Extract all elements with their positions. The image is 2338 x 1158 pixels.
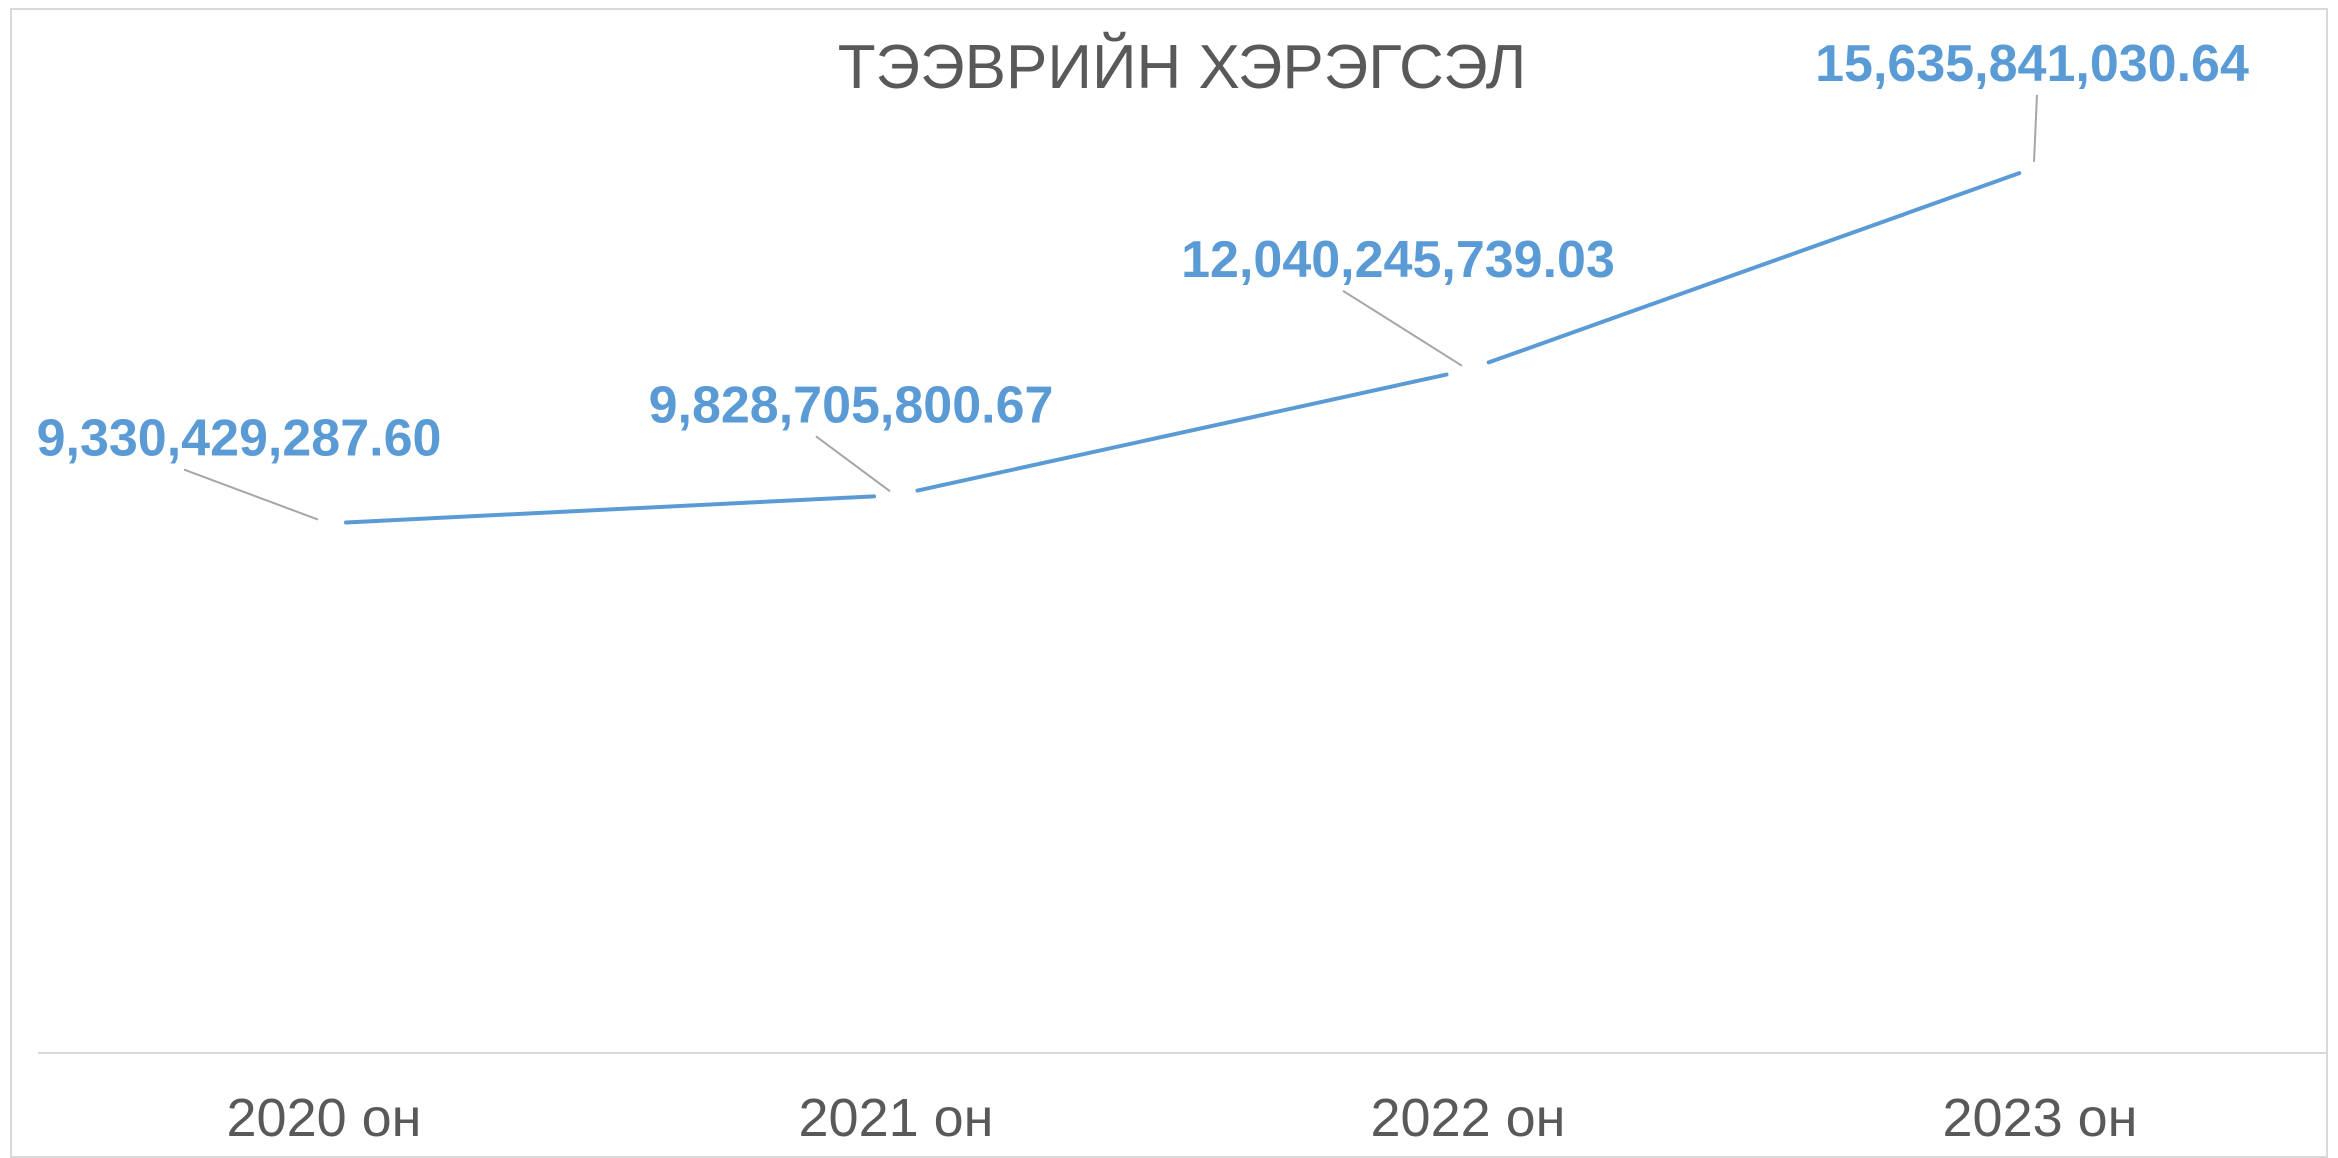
series-line-segment (1486, 171, 2022, 365)
leader-lines (183, 94, 2038, 521)
leader-line (2033, 94, 2038, 162)
x-axis-tick-labels: 2020 он 2021 он 2022 он 2023 он (227, 1088, 2138, 1143)
x-tick-label: 2022 он (1371, 1088, 1566, 1143)
data-label: 12,040,245,739.03 (1181, 231, 1615, 289)
x-tick-label: 2023 он (1943, 1088, 2138, 1143)
chart-title: ТЭЭВРИЙН ХЭРЭГСЭЛ (838, 32, 1527, 102)
series-line-segment (915, 372, 1449, 493)
leader-line (1342, 289, 1463, 367)
data-labels: 9,330,429,287.60 9,828,705,800.67 12,040,2… (37, 35, 2249, 468)
data-label: 9,828,705,800.67 (649, 376, 1054, 434)
leader-line (815, 435, 891, 493)
leader-line (183, 468, 319, 521)
data-label: 15,635,841,030.64 (1815, 35, 2249, 93)
x-tick-label: 2020 он (227, 1088, 422, 1143)
data-label: 9,330,429,287.60 (37, 410, 442, 468)
series-line-segment (343, 494, 877, 525)
series-group (343, 171, 2022, 525)
x-tick-label: 2021 он (799, 1088, 994, 1143)
